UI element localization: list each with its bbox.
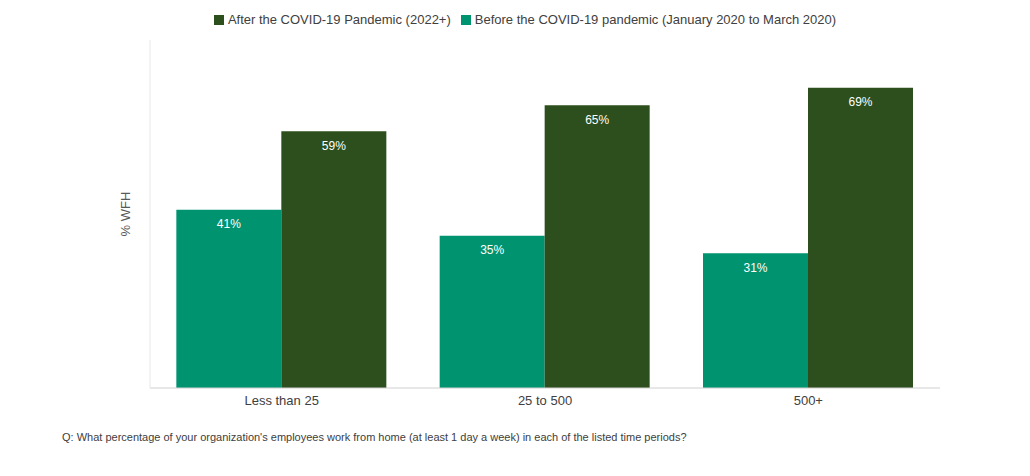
- html-text:Q: What percentage of your org: Q: What percentage of your organization'…: [62, 431, 687, 443]
- svg-text:59%: 59%: [322, 139, 346, 153]
- html-text:After the COVID-19 Pandemic (2: After the COVID-19 Pandemic (2022+): [227, 12, 451, 27]
- svg-text:% WFH: % WFH: [118, 192, 133, 237]
- svg-text:25 to 500: 25 to 500: [518, 393, 572, 408]
- html-text:Before the COVID-19 pandemic (: Before the COVID-19 pandemic (January 20…: [474, 12, 837, 27]
- svg-text:35%: 35%: [480, 243, 504, 257]
- svg-text:31%: 31%: [743, 261, 767, 275]
- svg-text:65%: 65%: [585, 113, 609, 127]
- svg-text:Less than 25: Less than 25: [244, 393, 318, 408]
- svg-text:41%: 41%: [217, 217, 241, 231]
- svg-text:69%: 69%: [848, 95, 872, 109]
- svg-text:500+: 500+: [794, 393, 823, 408]
